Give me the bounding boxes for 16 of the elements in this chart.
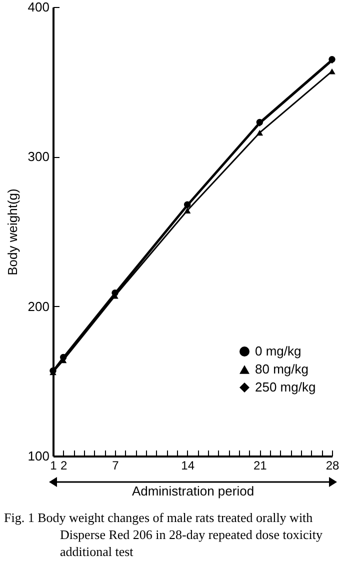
y-tick-label: 100	[28, 448, 50, 464]
x-tick-label: 14	[181, 458, 195, 472]
y-axis-title: Body weight(g)	[4, 188, 20, 276]
x-tick-label: 21	[253, 458, 268, 472]
x-tick-label: 7	[112, 458, 120, 472]
y-tick-label: 400	[28, 0, 50, 14]
y-tick-label: 200	[28, 298, 50, 314]
y-tick-label: 300	[28, 149, 50, 164]
legend-label: 80 mg/kg	[255, 362, 308, 376]
legend-label: 250 mg/kg	[255, 380, 316, 394]
x-tick-label: 28	[326, 458, 340, 472]
x-tick-label: 2	[60, 458, 68, 472]
x-tick-label: 1	[50, 458, 58, 472]
x-axis-title: Administration period	[132, 484, 254, 498]
caption: Fig. 1 Body weight changes of male rats treated orally with Disperse Red 206 in 28-day repeated dose toxicity additional test	[4, 509, 324, 560]
legend-label: 0 mg/kg	[255, 344, 302, 358]
